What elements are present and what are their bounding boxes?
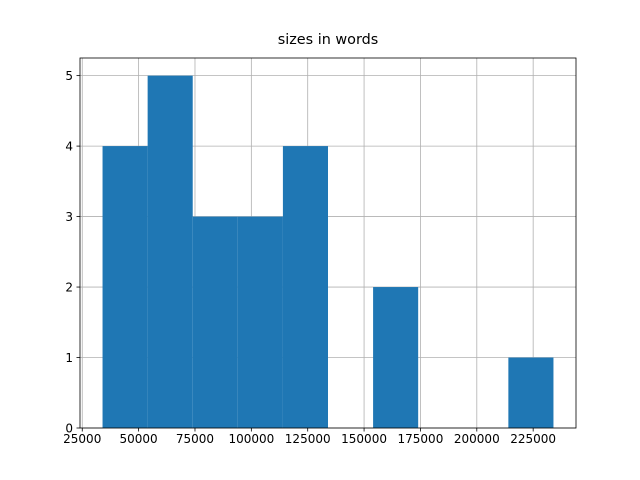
y-tick-label: 3 [65,210,73,224]
x-tick-label: 225000 [510,432,556,446]
y-tick-label: 2 [65,281,73,295]
bar [508,357,554,428]
bars [102,75,554,428]
y-tick-label: 0 [65,422,73,436]
bar [282,146,328,428]
y-tick-label: 5 [65,69,73,83]
x-tick-label: 125000 [285,432,331,446]
bar [237,216,283,428]
x-tick-label: 150000 [341,432,387,446]
x-tick-label: 175000 [398,432,444,446]
axes: 25000 50000 75000 100000 125000 150000 175000 2… [63,57,577,446]
x-tick-label: 200000 [454,432,500,446]
chart-title: sizes in words [278,32,379,48]
x-tick-label: 100000 [228,432,274,446]
bar [373,287,419,428]
bar [147,75,193,428]
plot-frame [79,57,577,429]
x-tick-label: 25000 [63,432,101,446]
bar [192,216,238,428]
x-tick-label: 50000 [120,432,158,446]
y-tick-label: 1 [65,351,73,365]
bar [102,146,148,428]
y-tick-label: 4 [65,140,73,154]
x-tick-label: 75000 [176,432,214,446]
